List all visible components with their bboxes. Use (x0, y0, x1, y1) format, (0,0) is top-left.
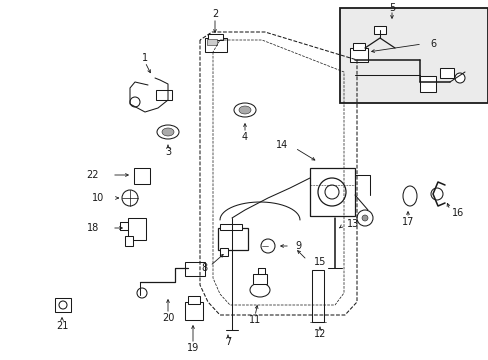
Text: 4: 4 (242, 132, 247, 142)
Text: 2: 2 (211, 9, 218, 19)
Bar (134, 168, 150, 184)
Bar (339, 8, 487, 103)
Bar (218, 228, 247, 250)
Bar (206, 39, 217, 45)
Bar (204, 38, 226, 52)
Bar (220, 224, 242, 230)
Ellipse shape (162, 128, 174, 136)
Text: 7: 7 (224, 337, 231, 347)
Circle shape (317, 178, 346, 206)
Text: 19: 19 (186, 343, 199, 353)
Bar (207, 34, 223, 40)
Circle shape (59, 301, 67, 309)
Bar (125, 236, 133, 246)
Circle shape (137, 288, 147, 298)
Ellipse shape (234, 103, 256, 117)
Text: 13: 13 (346, 219, 359, 229)
Circle shape (454, 73, 464, 83)
Bar (439, 68, 453, 78)
Text: 14: 14 (275, 140, 287, 150)
Text: 20: 20 (162, 313, 174, 323)
Bar (184, 262, 204, 276)
Text: 3: 3 (164, 147, 171, 157)
Text: 21: 21 (56, 321, 68, 331)
Text: 6: 6 (429, 39, 435, 49)
Circle shape (122, 190, 138, 206)
Circle shape (261, 239, 274, 253)
Ellipse shape (249, 283, 269, 297)
Circle shape (130, 97, 140, 107)
Bar (311, 270, 324, 322)
Bar (373, 26, 385, 34)
Text: 8: 8 (202, 263, 207, 273)
Bar (352, 43, 364, 50)
Bar (128, 218, 146, 240)
Bar (419, 76, 435, 92)
Text: 16: 16 (451, 208, 463, 218)
Text: 18: 18 (86, 223, 99, 233)
Text: 12: 12 (313, 329, 325, 339)
Text: 1: 1 (142, 53, 148, 63)
Text: 11: 11 (248, 315, 261, 325)
Text: 5: 5 (388, 3, 394, 13)
Bar (309, 168, 354, 216)
Ellipse shape (239, 106, 250, 114)
Bar (187, 296, 200, 304)
Ellipse shape (402, 186, 416, 206)
Bar (220, 248, 227, 256)
Bar (349, 48, 367, 62)
Bar (252, 274, 266, 284)
Circle shape (430, 188, 442, 200)
Bar (156, 90, 172, 100)
Text: 17: 17 (401, 217, 413, 227)
Circle shape (356, 210, 372, 226)
Text: 22: 22 (86, 170, 99, 180)
Circle shape (361, 215, 367, 221)
Text: 10: 10 (92, 193, 104, 203)
Text: 15: 15 (313, 257, 325, 267)
Bar (55, 298, 71, 312)
Circle shape (325, 185, 338, 199)
Ellipse shape (157, 125, 179, 139)
Bar (184, 302, 203, 320)
Text: 9: 9 (294, 241, 301, 251)
